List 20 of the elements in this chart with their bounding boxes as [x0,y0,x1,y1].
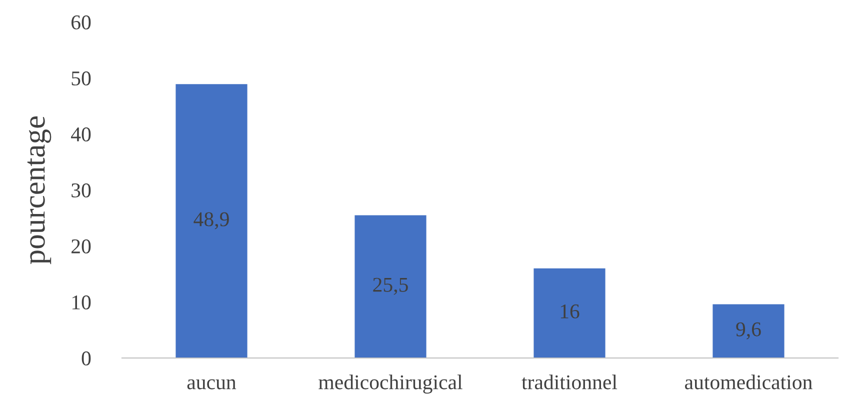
x-tick-label: automedication [685,374,812,390]
x-tick-label: traditionnel [522,374,618,390]
y-tick-label: 60 [72,15,91,30]
x-tick-label: medicochirugical [318,374,462,394]
y-tick-label: 30 [72,183,91,198]
x-tick-label: aucun [187,379,236,390]
data-label: 48,9 [194,212,229,230]
y-tick-label: 50 [72,71,91,86]
bar [712,304,784,358]
bar [176,84,248,358]
y-tick-label: 40 [71,127,91,142]
bar [534,268,606,358]
y-tick-label: 20 [72,239,91,254]
data-label: 16 [560,304,580,318]
bar [354,215,426,358]
y-tick-label: 0 [82,351,91,366]
data-label: 25,5 [373,278,408,295]
y-axis-title: pourcentage [27,116,52,264]
y-tick-label: 10 [72,295,91,310]
data-label: 9,6 [736,322,761,340]
